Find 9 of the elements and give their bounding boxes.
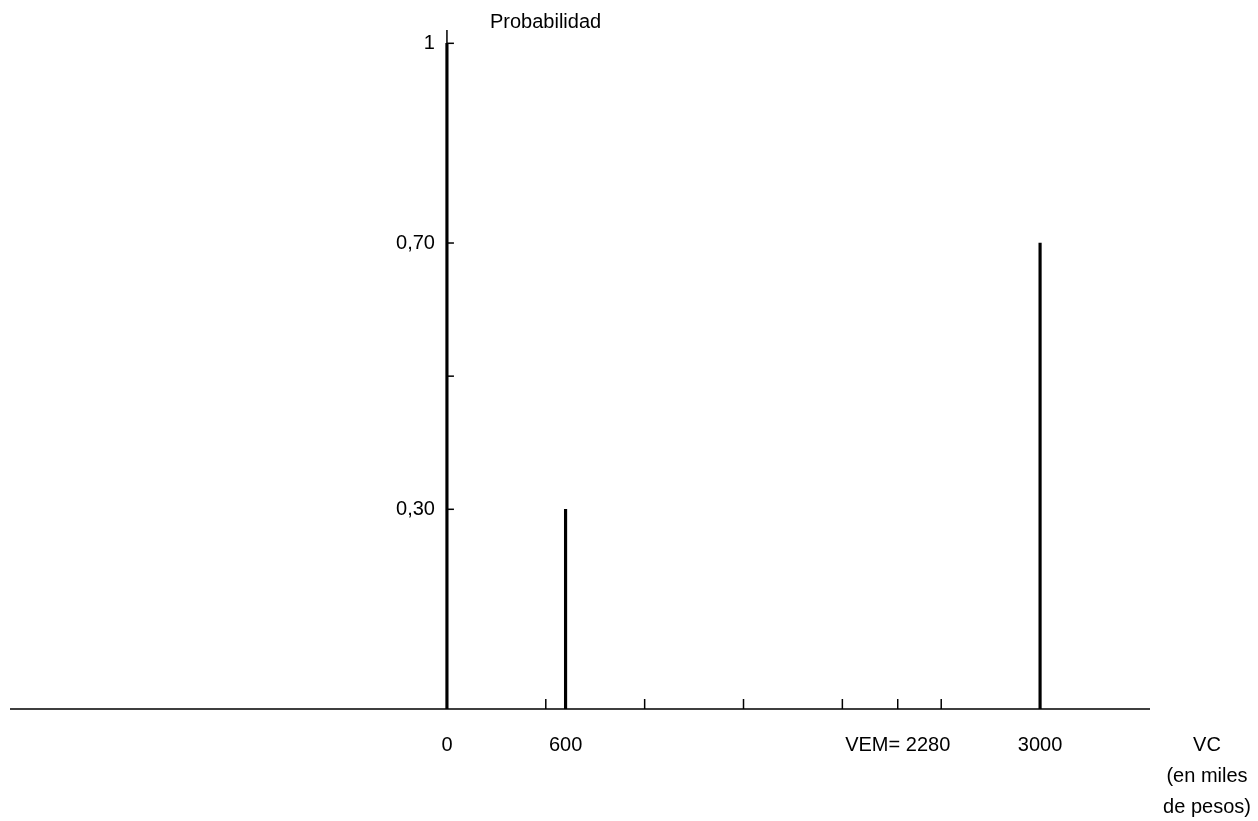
x-tick-label: 600: [548, 732, 583, 755]
y-tick-label: 0,70: [396, 230, 435, 253]
y-tick-label: 1: [423, 30, 435, 53]
x-tick-label: 3000: [1017, 732, 1063, 755]
x-axis-title: VC (en miles de pesos): [1163, 732, 1251, 817]
y-tick-label: 0,30: [396, 496, 435, 519]
x-tick-label: VEM= 2280: [845, 732, 951, 755]
y-axis-title: Probabilidad: [489, 9, 602, 32]
x-tick-label: 0: [441, 732, 453, 755]
